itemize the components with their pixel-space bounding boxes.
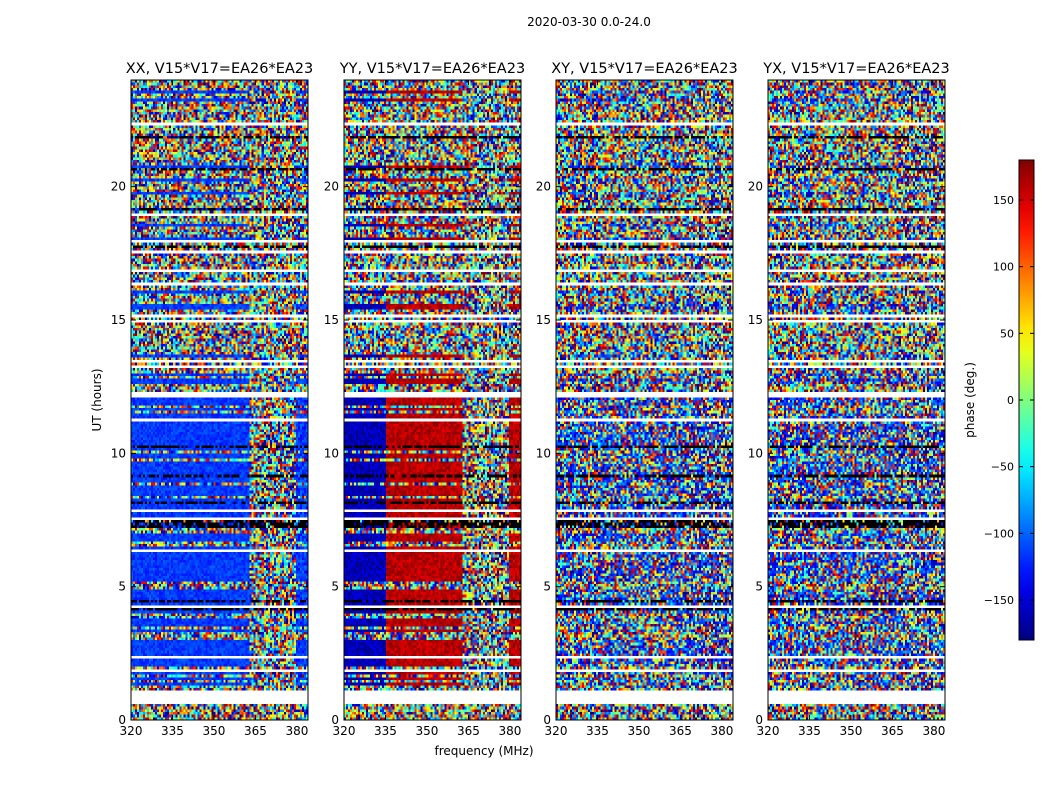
x-tick-label: 350 — [840, 724, 863, 738]
x-tick-label: 380 — [285, 724, 308, 738]
y-tick-label: 20 — [748, 180, 763, 194]
colorbar-tick-label: 0 — [1007, 394, 1014, 407]
y-tick-label: 15 — [111, 313, 126, 327]
x-tick-label: 365 — [669, 724, 692, 738]
colorbar-tick-label: 100 — [993, 261, 1014, 274]
x-tick-label: 320 — [120, 724, 143, 738]
y-tick-label: 10 — [536, 446, 551, 460]
y-tick-label: 20 — [536, 180, 551, 194]
panel-title: XX, V15*V17=EA26*EA23 — [126, 61, 314, 77]
panel-frame — [555, 79, 734, 721]
y-tick-label: 0 — [118, 713, 126, 727]
panel-frame — [130, 79, 309, 721]
panels-group: XX, V15*V17=EA26*EA23 320 335 350 365 380 0 5 10… — [111, 61, 950, 738]
y-tick-label: 5 — [755, 580, 763, 594]
x-tick-label: 335 — [586, 724, 609, 738]
y-tick-label: 0 — [543, 713, 551, 727]
colorbar-tick-label: 50 — [1000, 327, 1014, 340]
panel-frame — [343, 79, 522, 721]
x-tick-label: 380 — [922, 724, 945, 738]
y-tick-label: 5 — [118, 580, 126, 594]
colorbar-tick-label: −150 — [984, 594, 1014, 607]
colorbar-tick-label: 150 — [993, 194, 1014, 207]
x-tick-label: 380 — [498, 724, 521, 738]
y-tick-label: 5 — [331, 580, 339, 594]
x-tick-label: 350 — [416, 724, 439, 738]
panel-yy: YY, V15*V17=EA26*EA23 320 335 350 365 380 0 5 10… — [324, 61, 525, 738]
panel-xx: XX, V15*V17=EA26*EA23 320 335 350 365 380 0 5 10… — [111, 61, 314, 738]
panel-xy: XY, V15*V17=EA26*EA23 320 335 350 365 380 0 5 10… — [536, 61, 738, 738]
x-tick-label: 350 — [628, 724, 651, 738]
figure-title: 2020-03-30 0.0-24.0 — [527, 15, 651, 29]
colorbar: 150 100 50 0 −50 −100 −150 — [984, 159, 1035, 641]
y-tick-label: 10 — [748, 446, 763, 460]
x-tick-label: 380 — [710, 724, 733, 738]
phase-heatmap-yx — [768, 80, 945, 720]
y-tick-label: 15 — [536, 313, 551, 327]
phase-heatmap-xy — [556, 80, 733, 720]
panel-frame — [767, 79, 946, 721]
x-tick-label: 350 — [203, 724, 226, 738]
y-tick-label: 20 — [111, 180, 126, 194]
x-tick-label: 365 — [457, 724, 480, 738]
x-tick-label: 335 — [798, 724, 821, 738]
panel-title: XY, V15*V17=EA26*EA23 — [551, 61, 737, 77]
phase-heatmap-yy — [344, 80, 521, 720]
phase-heatmap-xx — [131, 80, 308, 720]
y-tick-label: 10 — [111, 446, 126, 460]
panel-title: YY, V15*V17=EA26*EA23 — [339, 61, 525, 77]
panel-title: YX, V15*V17=EA26*EA23 — [762, 61, 949, 77]
y-tick-label: 0 — [331, 713, 339, 727]
colorbar-tick-label: −50 — [991, 461, 1014, 474]
x-tick-label: 335 — [161, 724, 184, 738]
x-tick-label: 335 — [374, 724, 397, 738]
y-tick-label: 15 — [324, 313, 339, 327]
y-tick-label: 15 — [748, 313, 763, 327]
x-tick-label: 365 — [881, 724, 904, 738]
y-tick-label: 5 — [543, 580, 551, 594]
y-axis-label: UT (hours) — [90, 368, 104, 431]
x-tick-label: 365 — [244, 724, 267, 738]
panel-yx: YX, V15*V17=EA26*EA23 320 335 350 365 380 0 5 10… — [748, 61, 950, 738]
x-tick-label: 320 — [757, 724, 780, 738]
x-axis-label: frequency (MHz) — [434, 744, 533, 758]
x-tick-label: 320 — [545, 724, 568, 738]
y-tick-label: 20 — [324, 180, 339, 194]
colorbar-tick-label: −100 — [984, 527, 1014, 540]
y-tick-label: 10 — [324, 446, 339, 460]
x-tick-label: 320 — [333, 724, 356, 738]
colorbar-label: phase (deg.) — [963, 362, 977, 438]
y-tick-label: 0 — [755, 713, 763, 727]
